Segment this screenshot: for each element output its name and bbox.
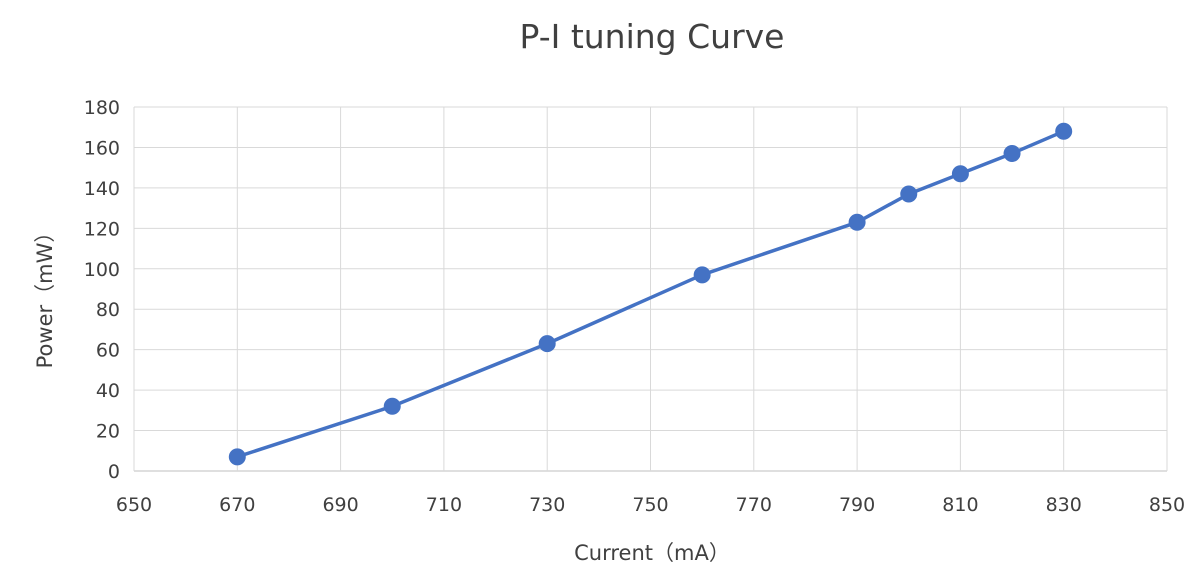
x-tick-label: 650 (116, 494, 152, 516)
x-axis-ticks: 650 670 690 710 730 750 770 790 810 830 850 (116, 494, 1185, 516)
data-point (900, 185, 918, 203)
y-tick-label: 40 (96, 380, 120, 402)
x-tick-label: 730 (529, 494, 565, 516)
data-point (1055, 122, 1073, 140)
x-axis-title: Current（mA） (574, 541, 730, 565)
chart-title: P-I tuning Curve (520, 17, 785, 56)
y-tick-label: 140 (84, 178, 120, 200)
y-tick-label: 180 (84, 97, 120, 119)
data-point (228, 448, 246, 466)
y-tick-label: 160 (84, 137, 120, 159)
x-tick-label: 830 (1046, 494, 1082, 516)
y-axis-title: Power（mW） (33, 222, 57, 369)
x-tick-label: 770 (736, 494, 772, 516)
y-tick-label: 0 (108, 461, 120, 483)
y-tick-label: 20 (96, 421, 120, 443)
y-tick-label: 100 (84, 259, 120, 281)
data-point (538, 335, 556, 353)
y-axis-ticks: 0 20 40 60 80 100 120 140 160 180 (84, 97, 120, 483)
data-point (951, 165, 969, 183)
data-point (383, 397, 401, 415)
series-layer (228, 122, 1073, 466)
data-point (848, 213, 866, 231)
x-tick-label: 690 (322, 494, 358, 516)
x-tick-label: 790 (839, 494, 875, 516)
x-tick-label: 710 (426, 494, 462, 516)
y-tick-label: 120 (84, 218, 120, 240)
data-point (1003, 145, 1021, 163)
y-tick-label: 80 (96, 299, 120, 321)
data-point (693, 266, 711, 284)
x-tick-label: 750 (632, 494, 668, 516)
x-tick-label: 670 (219, 494, 255, 516)
grid (133, 106, 1168, 472)
x-tick-label: 850 (1149, 494, 1185, 516)
x-tick-label: 810 (942, 494, 978, 516)
y-tick-label: 60 (96, 340, 120, 362)
